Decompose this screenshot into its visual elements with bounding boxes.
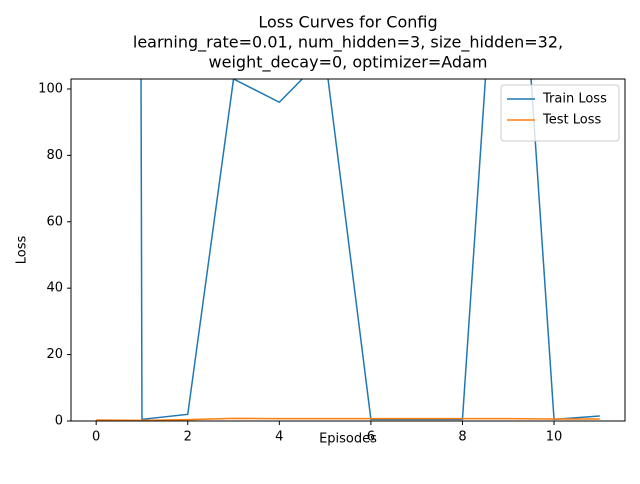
legend-label: Train Loss bbox=[542, 92, 607, 107]
y-axis-label: Loss bbox=[15, 236, 30, 265]
line-series bbox=[140, 79, 600, 421]
y-tick-label: 40 bbox=[46, 281, 63, 296]
chart-title: Loss Curves for Config bbox=[258, 13, 437, 32]
y-tick-label: 80 bbox=[46, 148, 63, 163]
legend-label: Test Loss bbox=[542, 113, 601, 128]
x-tick-label: 6 bbox=[367, 430, 375, 445]
x-tick-label: 2 bbox=[184, 430, 192, 445]
y-tick-label: 20 bbox=[46, 347, 63, 362]
x-tick-label: 10 bbox=[546, 430, 563, 445]
x-tick-label: 8 bbox=[458, 430, 466, 445]
x-tick-label: 4 bbox=[275, 430, 283, 445]
plot-area bbox=[96, 79, 600, 421]
y-tick-label: 60 bbox=[46, 214, 63, 229]
plot-frame bbox=[70, 78, 626, 422]
y-tick-label: 100 bbox=[38, 81, 63, 96]
x-axis-label: Episodes bbox=[319, 432, 377, 447]
line-series bbox=[96, 417, 600, 421]
x-tick-label: 0 bbox=[92, 430, 100, 445]
chart-title: learning_rate=0.01, num_hidden=3, size_h… bbox=[133, 33, 563, 53]
y-tick-label: 0 bbox=[55, 414, 63, 429]
chart-title: weight_decay=0, optimizer=Adam bbox=[209, 53, 488, 73]
